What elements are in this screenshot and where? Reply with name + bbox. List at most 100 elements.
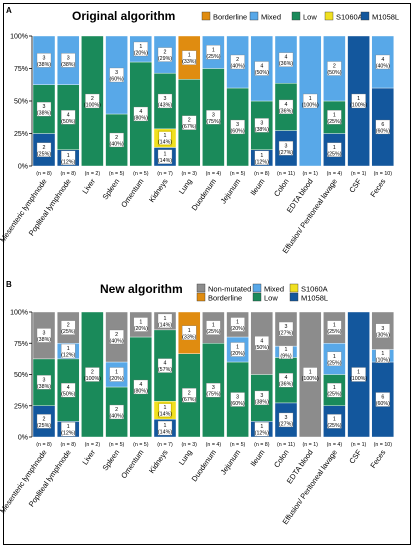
data-label-box xyxy=(133,106,148,122)
data-label-percent: (38%) xyxy=(37,337,51,343)
data-label-percent: (67%) xyxy=(182,397,196,403)
data-label-percent: (38%) xyxy=(37,111,51,117)
bar-8: 3(60%)1(20%)1(20%) xyxy=(226,311,249,438)
data-label-box xyxy=(133,317,148,332)
data-label-percent: (36%) xyxy=(279,108,293,114)
data-label-percent: (75%) xyxy=(206,392,220,398)
data-label-count: 3 xyxy=(285,143,288,149)
n-label: (n = 7) xyxy=(157,171,173,177)
data-label-box xyxy=(206,382,221,398)
data-label-box xyxy=(36,142,52,157)
data-label-box xyxy=(182,388,197,403)
bar-12: 1(25%)1(25%)2(50%) xyxy=(323,35,346,167)
data-label-box xyxy=(375,323,390,338)
data-label-percent: (38%) xyxy=(37,62,51,68)
legend: Non-mutated Mixed S1060A Borderline Low M1058… xyxy=(196,283,328,303)
data-label-count: 1 xyxy=(139,44,142,50)
data-label-count: 4 xyxy=(139,382,142,388)
data-label-box xyxy=(206,45,221,60)
data-label-count: 3 xyxy=(236,395,239,401)
legend-label: S1060A xyxy=(301,285,328,294)
data-label-count: 1 xyxy=(285,347,288,353)
legend-swatch xyxy=(289,292,299,302)
n-label: (n = 3) xyxy=(181,442,197,448)
category-label: Kidneys xyxy=(147,448,170,475)
data-label-box xyxy=(254,118,269,133)
data-label-count: 1 xyxy=(357,370,360,376)
data-label-count: 4 xyxy=(164,361,167,367)
data-label-count: 4 xyxy=(260,338,263,344)
data-label-percent: (27%) xyxy=(279,150,293,156)
data-label-box xyxy=(182,115,197,130)
data-label-percent: (36%) xyxy=(279,382,293,388)
data-label-count: 1 xyxy=(164,316,167,322)
legend-swatch xyxy=(201,11,211,21)
bar-2: 2(100%) xyxy=(81,311,104,438)
bar-9: 1(12%) 3(38%) 4(50%) xyxy=(250,35,274,167)
data-label-box xyxy=(278,373,294,388)
data-label-box xyxy=(109,67,124,83)
data-label-percent: (12%) xyxy=(61,159,75,165)
y-tick-label: 100% xyxy=(10,34,28,41)
bar-6: 2(67%) 1(33%) xyxy=(177,311,201,438)
data-label-percent: (25%) xyxy=(327,329,341,335)
data-label-percent: (25%) xyxy=(37,151,51,157)
data-label-count: 3 xyxy=(212,385,215,391)
data-label-box xyxy=(327,320,342,335)
data-label-percent: (29%) xyxy=(158,56,172,62)
category-label: Lung xyxy=(177,177,194,196)
n-label: (n = 4) xyxy=(327,442,343,448)
data-label-count: 3 xyxy=(381,326,384,332)
data-label-box xyxy=(61,320,76,335)
category-label: Ileum xyxy=(249,448,267,468)
data-label-percent: (25%) xyxy=(37,423,51,429)
data-label-box xyxy=(36,375,52,390)
n-label: (n = 1) xyxy=(351,171,367,177)
data-label-count: 2 xyxy=(67,323,70,329)
data-label-count: 4 xyxy=(67,112,70,118)
data-label-count: 1 xyxy=(164,405,167,411)
y-tick-label: 50% xyxy=(14,99,28,106)
legend-label: Mixed xyxy=(261,13,281,22)
data-label-percent: (33%) xyxy=(182,334,196,340)
data-label-count: 3 xyxy=(285,324,288,330)
data-label-box xyxy=(61,53,76,68)
data-label-box xyxy=(157,420,173,436)
data-label-percent: (25%) xyxy=(206,329,220,335)
panel-letter: A xyxy=(6,6,12,15)
data-label-percent: (100%) xyxy=(84,376,101,382)
data-label-box xyxy=(254,150,269,166)
bar-3: 2(40%)1(20%)2(40%) xyxy=(105,311,128,438)
legend: Borderline Mixed Low S1060A M1058L xyxy=(201,11,399,22)
data-label-percent: (38%) xyxy=(255,399,269,405)
data-label-box xyxy=(61,150,76,166)
category-label: Ileum xyxy=(249,177,267,197)
data-label-percent: (14%) xyxy=(158,140,172,146)
n-label: (n = 2) xyxy=(85,442,101,448)
legend-label: S1060A xyxy=(336,13,363,22)
data-label-percent: (20%) xyxy=(231,351,245,357)
data-label-box xyxy=(182,325,197,340)
data-label-box xyxy=(254,61,269,76)
data-label-count: 1 xyxy=(333,323,336,329)
data-label-box xyxy=(36,53,52,68)
data-label-percent: (60%) xyxy=(231,129,245,135)
bar-14: 6(60%) 4(40%) xyxy=(371,35,394,167)
data-label-box xyxy=(230,392,245,407)
data-label-percent: (60%) xyxy=(376,401,390,407)
category-label: Liver xyxy=(80,177,97,196)
data-label-percent: (50%) xyxy=(61,119,75,125)
category-label: Feces xyxy=(368,177,387,199)
data-label-count: 2 xyxy=(43,145,46,151)
y-tick-label: 75% xyxy=(14,66,28,73)
data-label-count: 1 xyxy=(236,320,239,326)
data-label-box xyxy=(375,54,390,70)
data-label-count: 3 xyxy=(43,330,46,336)
n-label: (n = 1) xyxy=(351,442,367,448)
legend-swatch xyxy=(196,292,206,302)
category-label: Jejunum xyxy=(219,177,243,205)
data-label-percent: (38%) xyxy=(61,62,75,68)
data-label-count: 2 xyxy=(333,64,336,70)
data-label-percent: (60%) xyxy=(376,129,390,135)
